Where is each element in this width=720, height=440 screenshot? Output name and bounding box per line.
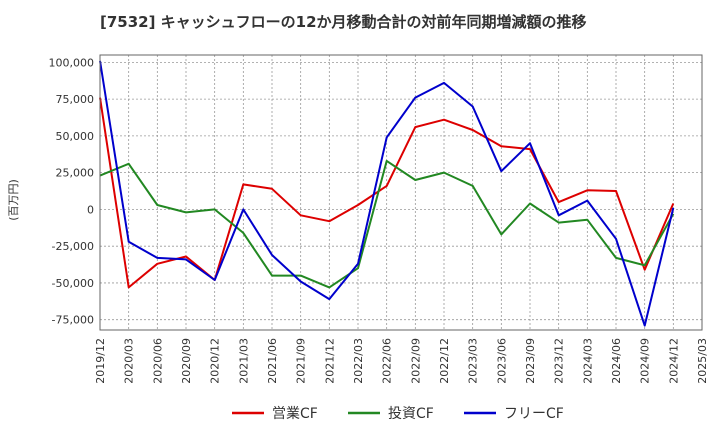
x-tick-label: 2024/12 (667, 338, 680, 384)
x-tick-label: 2022/03 (352, 338, 365, 384)
y-axis-label: (百万円) (7, 179, 20, 221)
x-tick-label: 2023/09 (524, 338, 537, 384)
x-tick-label: 2022/06 (381, 338, 394, 384)
y-tick-label: -50,000 (52, 277, 94, 290)
x-tick-label: 2020/03 (123, 338, 136, 384)
y-tick-label: 25,000 (56, 167, 95, 180)
legend: 営業CF 投資CF フリーCF (232, 406, 564, 422)
x-tick-label: 2022/09 (409, 338, 422, 384)
x-tick-label: 2023/06 (495, 338, 508, 384)
series-line-2 (99, 159, 675, 289)
y-axis-ticks: 100,000 75,000 50,000 25,000 0 -25,000 -50,000… (49, 56, 95, 326)
y-tick-label: 50,000 (56, 130, 95, 143)
x-tick-label: 2024/03 (581, 338, 594, 384)
x-tick-label: 2020/12 (209, 338, 222, 384)
x-tick-label: 2021/09 (295, 338, 308, 384)
x-tick-label: 2024/09 (639, 338, 652, 384)
x-tick-label: 2023/12 (553, 338, 566, 384)
y-tick-label: 100,000 (49, 56, 95, 69)
x-tick-label: 2020/09 (180, 338, 193, 384)
x-tick-label: 2020/06 (151, 338, 164, 384)
chart-title: [7532] キャッシュフローの12か月移動合計の対前年同期増減額の推移 (100, 13, 587, 31)
plot-frame (99, 54, 703, 331)
y-tick-label: 75,000 (56, 93, 95, 106)
x-axis-ticks: 2019/12 2020/03 2020/06 2020/09 2020/12 2021/… (94, 338, 709, 384)
x-tick-label: 2021/03 (237, 338, 250, 384)
legend-label: 投資CF (388, 406, 434, 422)
legend-label: 営業CF (272, 406, 318, 422)
series-line-3 (99, 60, 675, 327)
x-tick-label: 2024/06 (610, 338, 623, 384)
series-lines (99, 60, 675, 327)
legend-label: フリーCF (504, 406, 564, 422)
x-tick-label: 2021/12 (323, 338, 336, 384)
y-tick-label: 0 (87, 203, 94, 216)
grid (100, 55, 702, 330)
x-tick-label: 2021/06 (266, 338, 279, 384)
y-tick-label: -25,000 (52, 240, 94, 253)
x-tick-label: 2025/03 (696, 338, 709, 384)
y-tick-label: -75,000 (52, 314, 94, 327)
series-line-1 (99, 97, 675, 289)
x-tick-label: 2023/03 (467, 338, 480, 384)
x-tick-label: 2019/12 (94, 338, 107, 384)
x-tick-label: 2022/12 (438, 338, 451, 384)
